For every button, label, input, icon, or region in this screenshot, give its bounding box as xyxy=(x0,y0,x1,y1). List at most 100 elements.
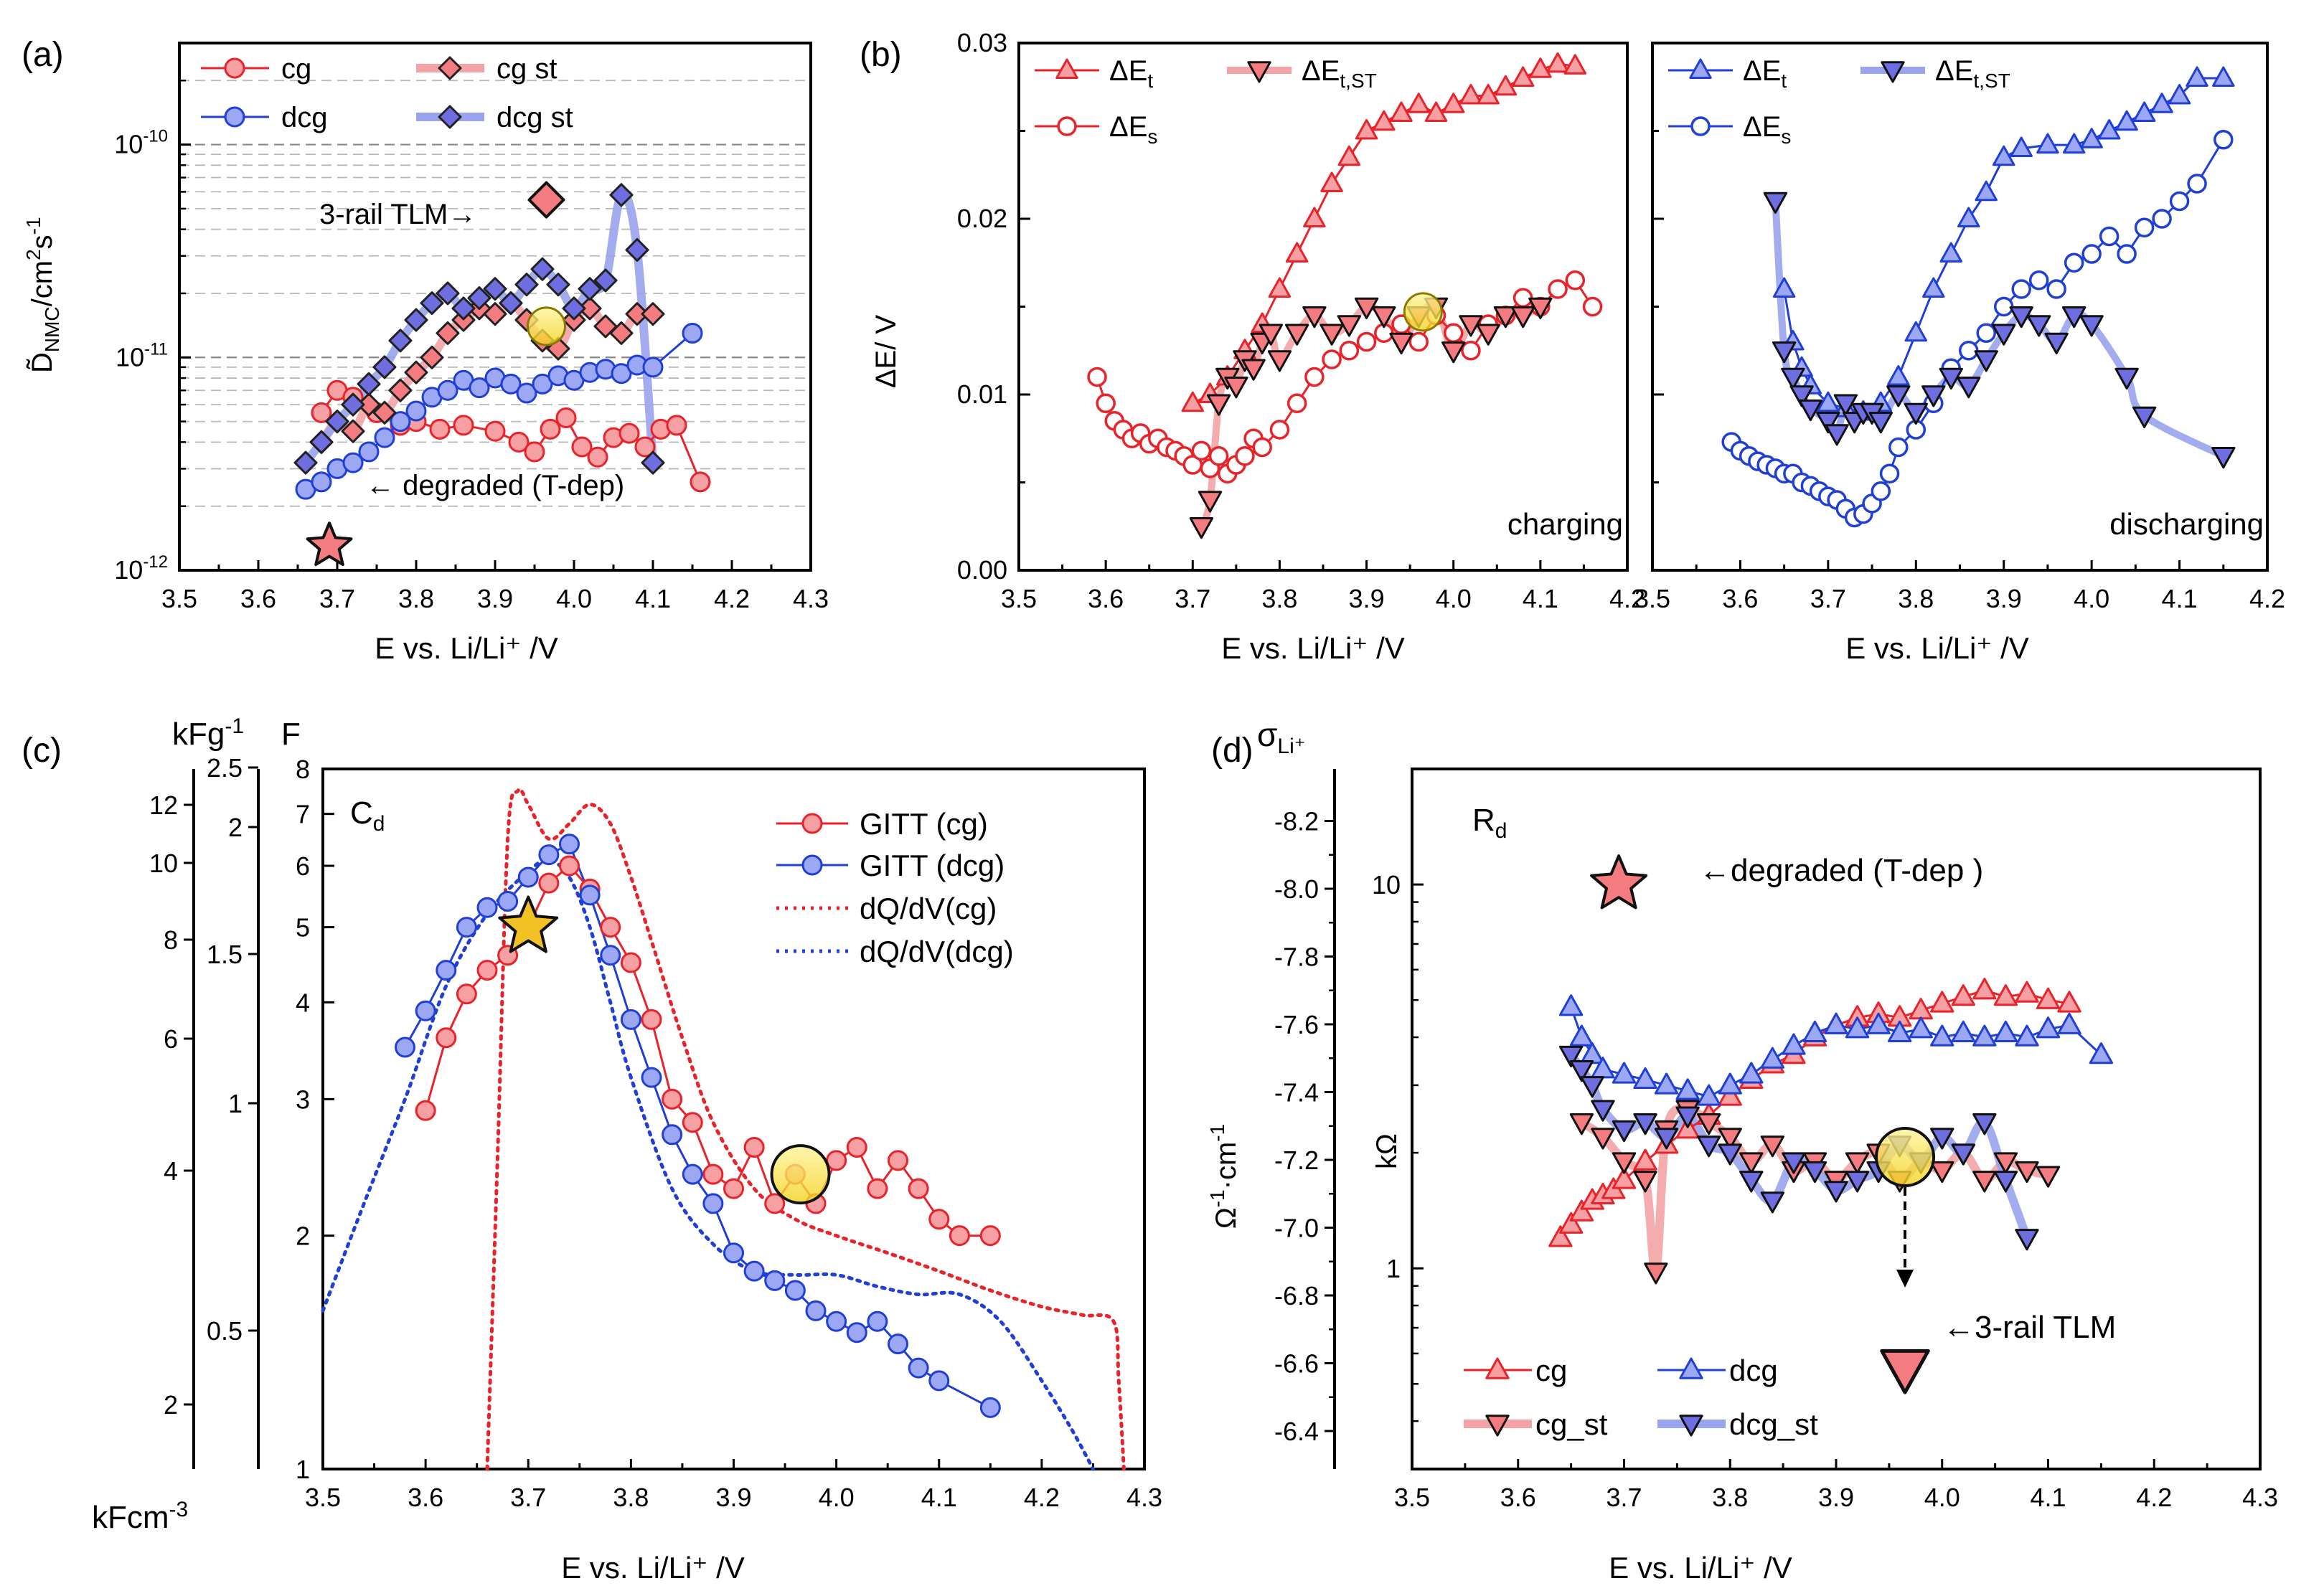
data-point-dcg-st xyxy=(1558,1045,1584,1068)
legend-label: dcg_st xyxy=(1729,1407,1818,1441)
data-point-dEt xyxy=(1494,75,1518,96)
data-point-dEs xyxy=(1339,341,1360,361)
marker-degraded xyxy=(1590,854,1648,910)
data-point-dcg xyxy=(1633,1067,1657,1089)
data-point-dEt-st xyxy=(2044,332,2069,354)
data-point-gitt-cg xyxy=(476,960,498,981)
data-point-dEs xyxy=(1408,331,1429,352)
legend-marker xyxy=(1247,61,1271,83)
x-tick-label: 4.2 xyxy=(2249,584,2285,613)
y2-tick-label: -7.6 xyxy=(1274,1010,1319,1039)
data-point-cg-st xyxy=(404,360,428,384)
kfcm-sup: -3 xyxy=(169,1498,189,1521)
legend-label: ΔEt,ST xyxy=(1935,55,2010,92)
marker-3-rail-tlm xyxy=(527,181,565,219)
annotation-degraded: ←degraded (T-dep ) xyxy=(1699,853,1983,888)
data-point-dEt-st xyxy=(1974,350,1998,372)
data-point-dEs xyxy=(2152,209,2172,229)
data-point-cg-st xyxy=(1644,1262,1668,1285)
y-tick-label: 8 xyxy=(296,755,310,784)
x-tick-label: 3.8 xyxy=(1712,1483,1748,1512)
data-point-dEt xyxy=(2150,93,2173,113)
legend-marker xyxy=(1690,116,1711,136)
data-point-dEs xyxy=(1976,323,1996,343)
x-tick-label: 3.9 xyxy=(715,1483,751,1512)
legend-label: ΔEt xyxy=(1109,55,1153,92)
y2-tick-label: -7.2 xyxy=(1274,1146,1319,1175)
data-point-cg xyxy=(311,402,332,423)
data-point-dcg-st xyxy=(1633,1113,1657,1135)
legend-main: ΔE xyxy=(1302,55,1340,87)
outer-b: ·cm xyxy=(1210,1142,1242,1190)
legend-marker xyxy=(1057,116,1077,136)
y3-tick-label: 4 xyxy=(164,1156,178,1186)
data-point-gitt-cg xyxy=(764,1193,786,1214)
data-point-dEt-st xyxy=(1441,341,1466,364)
data-point-dEt-st xyxy=(1921,385,1946,407)
x-tick-label: 3.5 xyxy=(1394,1483,1430,1512)
plot-area-discharging xyxy=(1721,66,2236,528)
label-charging: charging xyxy=(1507,507,1623,541)
data-point-dcg-st xyxy=(514,273,539,297)
data-point-dEt xyxy=(1922,277,1945,298)
y-tick-label: 6 xyxy=(296,851,310,881)
data-point-dEs xyxy=(1356,331,1377,352)
data-point-dcg xyxy=(2015,1024,2039,1047)
legend-label: cg xyxy=(281,53,311,85)
y-tick-label: 1 xyxy=(296,1455,310,1484)
legend-label: dcg xyxy=(1729,1354,1778,1387)
data-point-dEs xyxy=(1286,393,1307,413)
panel-label-a: (a) xyxy=(22,36,64,74)
data-point-dEs xyxy=(1888,437,1909,458)
x-tick-label: 3.8 xyxy=(398,584,434,613)
data-point-dEt-st xyxy=(1781,367,1805,389)
data-point-cg-st xyxy=(2015,1161,2039,1184)
x-tick-label: 3.8 xyxy=(1898,584,1934,613)
y2-tick-label: 0.5 xyxy=(207,1316,243,1346)
data-point-dcg-st xyxy=(1718,1143,1742,1166)
x-tick-label: 3.5 xyxy=(1634,584,1670,613)
data-point-dEs xyxy=(2117,244,2137,264)
data-point-dEs xyxy=(1582,296,1603,317)
data-point-gitt-cg xyxy=(928,1209,950,1230)
legend-marker xyxy=(801,854,823,876)
data-point-dEs xyxy=(2214,130,2234,150)
y-tick-exp: -11 xyxy=(144,339,168,359)
data-point-gitt-dcg xyxy=(979,1397,1001,1418)
legend-marker xyxy=(224,57,245,79)
data-point-dEt-st xyxy=(1493,306,1518,329)
data-point-dEt-st xyxy=(2061,306,2087,329)
data-point-dEs xyxy=(1269,420,1290,440)
x-axis-label: E vs. Li/Li⁺ /V xyxy=(375,631,558,665)
plot-frame xyxy=(321,768,1146,1470)
data-point-dEt-st xyxy=(1476,324,1500,346)
data-point-gitt-dcg xyxy=(743,1260,765,1282)
data-point-dcg-st xyxy=(1782,1152,1806,1174)
legend-main: ΔE xyxy=(1743,55,1781,87)
data-point-dEt xyxy=(2212,66,2235,87)
x-tick-label: 4.3 xyxy=(2242,1483,2278,1512)
x-tick-label: 4.1 xyxy=(2162,584,2198,613)
data-point-dcg xyxy=(1558,994,1584,1016)
data-point-gitt-dcg xyxy=(784,1280,806,1301)
data-point-gitt-dcg xyxy=(662,1124,683,1146)
data-point-dcg-st xyxy=(309,430,334,454)
x-tick-label: 4.2 xyxy=(714,584,750,613)
data-point-cg xyxy=(618,422,640,444)
data-point-gitt-dcg xyxy=(456,917,477,938)
axes: 3.5 3.6 3.7 3.8 3.9 4.0 4.1 4.2 4.310-1210-1110-… xyxy=(114,42,829,613)
data-point-cg xyxy=(484,420,506,442)
data-point-dEt xyxy=(1939,242,1963,263)
legend-sub: t,ST xyxy=(1340,70,1376,92)
annotation-3-rail-tlm: 3-rail TLM→ xyxy=(319,199,476,230)
data-point-cg-st xyxy=(483,302,507,326)
data-point-dcg xyxy=(1739,1062,1764,1084)
data-point-dcg xyxy=(1782,1033,1806,1055)
data-point-dcg xyxy=(342,452,364,473)
legend-label: ΔEt,ST xyxy=(1302,55,1377,92)
data-point-dEt xyxy=(1355,119,1378,140)
legend: cg cg st dcg dcg st xyxy=(201,53,573,133)
data-point-dEt xyxy=(1268,277,1292,298)
axes: 3.5 3.6 3.7 3.8 3.9 4.0 4.1 4.2 4.3123456780.511… xyxy=(149,753,1162,1512)
data-point-dcg xyxy=(1718,1072,1742,1095)
